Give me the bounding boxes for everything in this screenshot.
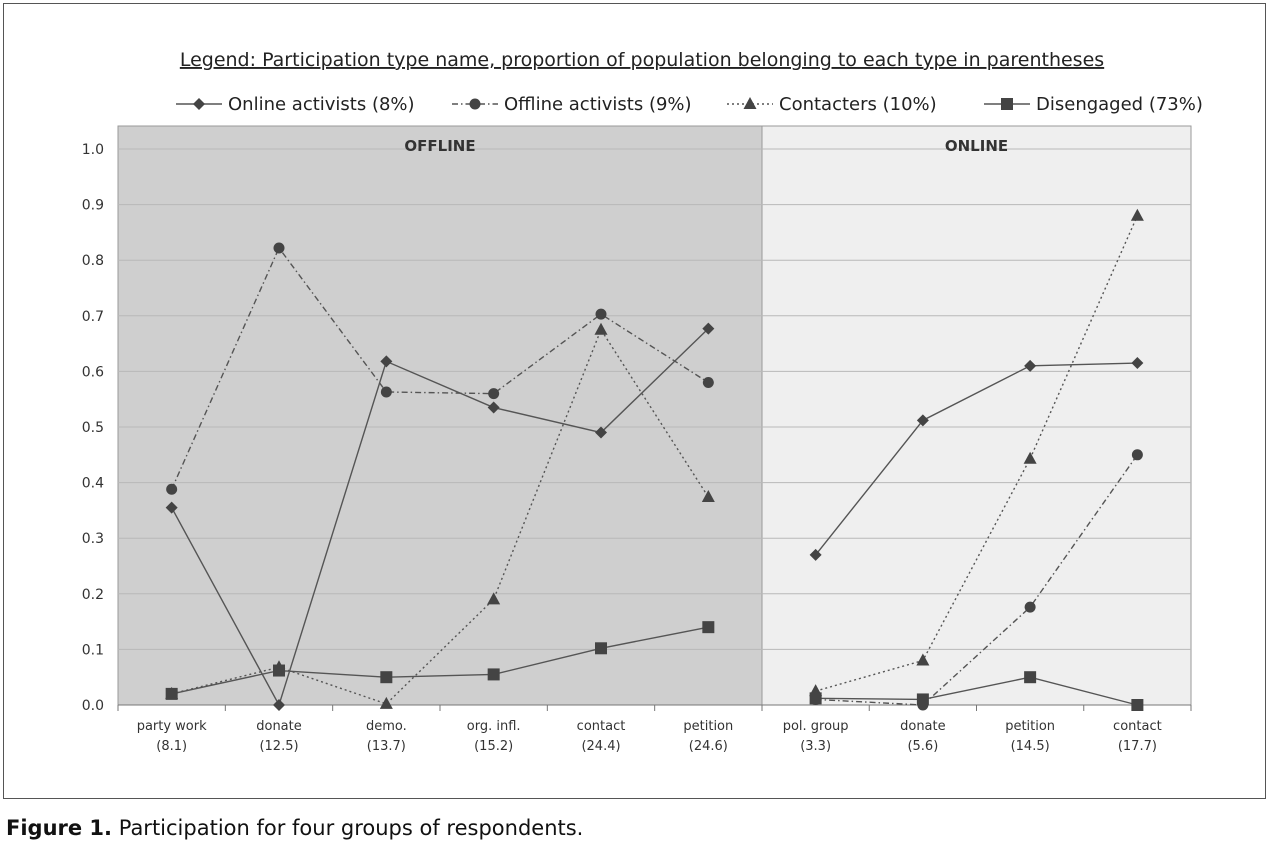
data-point-online-activists — [1131, 357, 1144, 370]
data-point-disengaged — [1024, 671, 1037, 684]
panel-offline-background — [117, 125, 763, 706]
legend-label-contacters: Contacters (10%) — [779, 94, 937, 115]
data-point-online-activists — [380, 355, 393, 368]
data-point-disengaged — [702, 621, 715, 634]
series-line-contacters-online — [815, 215, 1139, 692]
data-point-contacters — [487, 592, 501, 605]
data-point-online-activists — [1024, 359, 1037, 372]
data-point-disengaged — [595, 642, 607, 655]
x-tick-value: (24.6) — [689, 739, 728, 754]
y-tick-label: 0.8 — [82, 253, 104, 269]
y-tick-label: 0.5 — [82, 420, 104, 436]
y-tick-label: 0.6 — [82, 364, 104, 380]
y-tick-label: 0.0 — [82, 698, 104, 714]
figure-label: Figure 1. — [6, 816, 113, 840]
data-point-disengaged — [809, 692, 822, 705]
panel-online-background — [761, 125, 1192, 706]
series-line-online-activists-offline — [171, 328, 709, 707]
data-point-offline-activists — [488, 388, 500, 400]
data-point-contacters — [594, 322, 608, 335]
x-tick-label: donate — [900, 719, 946, 734]
data-point-disengaged — [273, 664, 285, 677]
legend-marker-disengaged — [1001, 98, 1013, 110]
data-point-disengaged — [916, 693, 929, 706]
x-tick-value: (8.1) — [156, 739, 187, 754]
x-tick-label: petition — [1005, 719, 1055, 734]
participation-chart: Legend: Participation type name, proport… — [82, 49, 1203, 754]
series-line-disengaged-online — [815, 676, 1138, 706]
legend-label-disengaged: Disengaged (73%) — [1036, 94, 1203, 115]
data-point-disengaged — [380, 671, 393, 684]
legend: Online activists (8%) Offline activists (… — [176, 94, 1203, 115]
y-tick-label: 0.4 — [82, 476, 104, 492]
data-point-contacters — [701, 490, 715, 503]
panel-title-online: ONLINE — [945, 137, 1008, 155]
data-point-online-activists — [809, 548, 822, 561]
y-tick-label: 1.0 — [82, 142, 104, 158]
figure-caption: Figure 1. Participation for four groups … — [6, 816, 583, 840]
data-point-online-activists — [165, 501, 178, 514]
y-tick-label: 0.9 — [82, 198, 104, 214]
x-tick-value: (24.4) — [581, 739, 620, 754]
x-tick-value: (17.7) — [1118, 739, 1157, 754]
data-point-offline-activists — [166, 483, 178, 495]
x-tick-label: petition — [683, 719, 733, 734]
series-line-disengaged-offline — [171, 626, 709, 695]
data-point-contacters — [1023, 451, 1037, 464]
x-tick-value: (15.2) — [474, 739, 513, 754]
x-tick-label: demo. — [366, 719, 407, 734]
data-point-online-activists — [487, 401, 500, 414]
x-tick-label: donate — [256, 719, 302, 734]
data-point-disengaged — [487, 668, 500, 681]
x-tick-label: contact — [1113, 719, 1162, 734]
x-tick-value: (3.3) — [800, 739, 831, 754]
data-point-offline-activists — [1131, 449, 1143, 461]
legend-label-offline-activists: Offline activists (9%) — [504, 94, 692, 115]
legend-label-online-activists: Online activists (8%) — [228, 94, 415, 115]
data-point-contacters — [379, 696, 393, 709]
data-point-offline-activists — [273, 242, 285, 254]
x-tick-value: (14.5) — [1011, 739, 1050, 754]
chart-title: Legend: Participation type name, proport… — [180, 49, 1104, 71]
x-tick-label: pol. group — [783, 719, 849, 734]
data-point-online-activists — [702, 322, 715, 335]
y-tick-label: 0.7 — [82, 309, 104, 325]
legend-marker-offline-activists — [469, 98, 481, 110]
y-tick-label: 0.2 — [82, 587, 104, 603]
figure-caption-text: Participation for four groups of respond… — [118, 816, 584, 840]
data-point-disengaged — [165, 687, 178, 700]
series-line-online-activists-online — [815, 362, 1138, 556]
x-tick-value: (12.5) — [259, 739, 298, 754]
y-tick-label: 0.3 — [82, 531, 104, 547]
data-point-online-activists — [916, 414, 929, 427]
legend-marker-online-activists — [193, 98, 205, 110]
data-point-online-activists — [273, 699, 285, 711]
data-point-contacters — [916, 653, 930, 666]
data-point-contacters — [1130, 208, 1144, 221]
data-point-online-activists — [595, 426, 607, 439]
plot-area: 0.0 0.1 0.2 0.3 0.4 0.5 0.6 0.7 0.8 0.9 1.0 OFFLINE… — [82, 125, 1192, 754]
x-tick-label: contact — [577, 719, 626, 734]
x-tick-label: party work — [137, 719, 207, 734]
legend-marker-contacters — [743, 97, 757, 109]
data-point-offline-activists — [595, 308, 607, 320]
y-tick-label: 0.1 — [82, 642, 104, 658]
chart-frame: Legend: Participation type name, proport… — [3, 3, 1266, 799]
x-tick-value: (5.6) — [907, 739, 938, 754]
x-tick-label: org. infl. — [467, 719, 521, 734]
series-line-offline-activists-offline — [171, 246, 709, 490]
x-tick-value: (13.7) — [367, 739, 406, 754]
data-point-disengaged — [1131, 699, 1144, 711]
panel-title-offline: OFFLINE — [404, 137, 475, 155]
data-point-offline-activists — [702, 377, 714, 389]
data-point-offline-activists — [380, 386, 392, 398]
series-line-offline-activists-online — [815, 454, 1138, 706]
data-point-offline-activists — [1024, 601, 1036, 613]
